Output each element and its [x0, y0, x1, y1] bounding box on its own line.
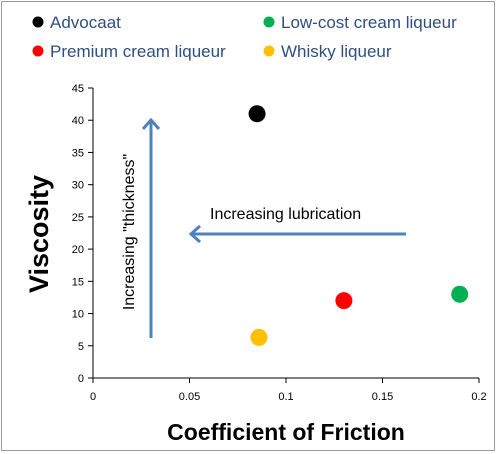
y-tick-label: 20	[72, 244, 84, 256]
y-tick-label: 0	[78, 373, 84, 385]
legend-label: Whisky liqueur	[281, 42, 392, 61]
y-ticks: 0 5 10 15 20 25 30 35 40 45	[72, 83, 93, 385]
data-point	[335, 292, 353, 310]
lubrication-label: Increasing lubrication	[210, 206, 361, 223]
data-point	[451, 285, 469, 303]
data-point	[250, 328, 268, 346]
x-ticks: 0 0.05 0.1 0.15 0.2	[90, 378, 487, 403]
y-tick-label: 35	[72, 147, 84, 159]
y-tick-label: 40	[72, 115, 84, 127]
legend-marker	[263, 45, 275, 57]
x-tick-label: 0.05	[179, 391, 200, 403]
lubrication-arrow-head	[188, 224, 201, 244]
legend-marker	[263, 16, 275, 28]
thickness-label: Increasing "thickness"	[121, 154, 138, 310]
x-tick-label: 0.1	[278, 391, 293, 403]
legend-label: Low-cost cream liqueur	[281, 13, 457, 32]
thickness-arrow-head	[141, 117, 161, 130]
y-tick-label: 30	[72, 180, 84, 192]
y-tick-label: 45	[72, 83, 84, 95]
data-points	[248, 105, 469, 346]
annotations: Increasing lubrication Increasing "thick…	[121, 117, 406, 338]
x-tick-label: 0	[90, 391, 96, 403]
y-tick-label: 15	[72, 276, 84, 288]
y-tick-label: 10	[72, 309, 84, 321]
legend-label: Advocaat	[50, 13, 121, 32]
x-axis-title: Coefficient of Friction	[167, 419, 405, 445]
legend-label: Premium cream liqueur	[50, 42, 226, 61]
legend-marker	[32, 16, 44, 28]
data-point	[248, 105, 266, 123]
x-tick-label: 0.2	[471, 391, 486, 403]
axes: 0 5 10 15 20 25 30 35 40 45 0 0.05 0.1 0.15 0.2	[72, 83, 487, 403]
legend: Advocaat Low-cost cream liqueur Premium cr…	[32, 13, 457, 61]
y-tick-label: 25	[72, 212, 84, 224]
x-tick-label: 0.15	[372, 391, 393, 403]
y-axis-title: Viscosity	[24, 175, 54, 293]
y-tick-label: 5	[78, 341, 84, 353]
legend-marker	[32, 45, 44, 57]
